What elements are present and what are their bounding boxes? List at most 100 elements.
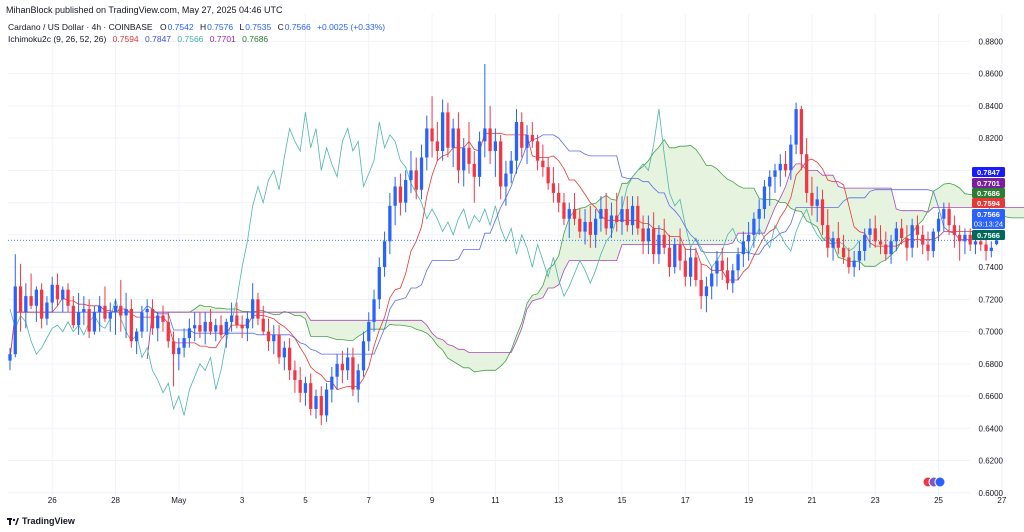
price-tick-label: 0.6600 xyxy=(979,392,1004,401)
candle-body xyxy=(752,218,756,235)
candle-body xyxy=(372,299,376,322)
publisher-line: MihanBlock published on TradingView.com,… xyxy=(6,5,283,15)
candle xyxy=(731,263,735,293)
candle xyxy=(599,196,603,232)
candle-body xyxy=(641,228,645,242)
candle xyxy=(108,302,112,332)
candle-body xyxy=(873,228,877,242)
candle xyxy=(419,144,424,200)
candle xyxy=(746,221,751,261)
candle xyxy=(546,157,550,190)
candle-body xyxy=(741,241,745,255)
candle xyxy=(87,299,91,339)
candle-body xyxy=(778,163,782,171)
candle-body xyxy=(309,383,313,409)
candle-body xyxy=(715,260,719,274)
candle-body xyxy=(477,141,482,177)
candle-body xyxy=(87,309,91,332)
candle xyxy=(377,257,381,310)
candle-body xyxy=(625,209,629,226)
candle xyxy=(40,283,44,329)
candle xyxy=(525,125,529,164)
candle xyxy=(8,347,12,371)
candle xyxy=(287,338,292,380)
candle xyxy=(134,328,139,355)
high-label: H xyxy=(199,22,207,32)
candle-body xyxy=(773,170,777,177)
candle xyxy=(150,299,155,335)
candle xyxy=(725,257,730,290)
candle xyxy=(393,176,397,226)
candle xyxy=(319,386,323,426)
candle xyxy=(161,305,165,332)
candle xyxy=(768,170,772,206)
candle-body xyxy=(731,270,735,284)
candle-body xyxy=(973,241,978,245)
candle xyxy=(572,192,577,226)
span-b-value: 0.7686 xyxy=(242,34,269,44)
candle xyxy=(219,315,223,339)
candle-body xyxy=(24,296,28,313)
candle-body xyxy=(678,244,682,261)
candle xyxy=(667,234,672,277)
candle xyxy=(678,228,682,271)
candle-body xyxy=(820,199,825,226)
price-tick-label: 0.8600 xyxy=(979,70,1004,79)
indicator-title[interactable]: Ichimoku2c (9, 26, 52, 26) xyxy=(8,34,107,44)
candle xyxy=(18,263,23,332)
candle-body xyxy=(810,192,814,206)
candle-body xyxy=(604,209,608,229)
candle xyxy=(963,228,967,255)
candle xyxy=(857,241,862,271)
indicator-legend: Ichimoku2c (9, 26, 52, 26) 0.7594 0.7847… xyxy=(8,34,268,44)
candle-body xyxy=(551,183,556,193)
candle xyxy=(514,109,519,174)
candle xyxy=(55,273,60,306)
candle-body xyxy=(762,186,767,210)
candle-body xyxy=(193,325,197,329)
candle-body xyxy=(287,347,292,371)
price-tick-label: 0.7000 xyxy=(979,328,1004,337)
candle-body xyxy=(562,202,566,219)
candle xyxy=(899,218,904,245)
candle-body xyxy=(789,144,793,171)
candle-body xyxy=(140,312,144,332)
close-value: 0.7566 xyxy=(284,22,311,32)
candle xyxy=(794,102,798,155)
candle-body xyxy=(704,286,709,297)
candle xyxy=(968,228,972,251)
candle-body xyxy=(657,234,661,255)
price-tick-label: 0.6800 xyxy=(979,360,1004,369)
candle xyxy=(198,312,202,339)
candle-body xyxy=(224,321,228,335)
candle-body xyxy=(783,163,788,171)
candle xyxy=(694,247,698,287)
high-value: 0.7576 xyxy=(207,22,234,32)
candle xyxy=(715,250,719,287)
price-tick-label: 0.6000 xyxy=(979,489,1004,498)
tradingview-logo[interactable]: TradingView xyxy=(7,516,75,526)
candle-body xyxy=(815,199,819,206)
candle-body xyxy=(910,225,914,248)
price-label-value: 0.7566 xyxy=(977,231,1000,240)
candle-body xyxy=(578,218,582,232)
candle-body xyxy=(251,299,255,319)
candle-body xyxy=(119,305,123,316)
candle-body xyxy=(757,209,761,219)
price-tick-label: 0.8800 xyxy=(979,37,1004,46)
price-label-bg xyxy=(972,230,1005,240)
price-tick-label: 0.7200 xyxy=(979,295,1004,304)
candle xyxy=(61,286,65,313)
candle xyxy=(266,318,271,351)
candle xyxy=(119,279,123,332)
symbol-title[interactable]: Cardano / US Dollar · 4h · COINBASE xyxy=(8,22,153,32)
price-tick-label: 0.6400 xyxy=(979,424,1004,433)
candle-body xyxy=(272,334,276,342)
price-label: 0.7847 xyxy=(972,167,1005,177)
candle-body xyxy=(124,309,128,316)
candle-body xyxy=(688,257,693,277)
candle-body xyxy=(720,260,724,271)
candle xyxy=(245,312,250,342)
time-tick-label: 11 xyxy=(491,496,500,505)
